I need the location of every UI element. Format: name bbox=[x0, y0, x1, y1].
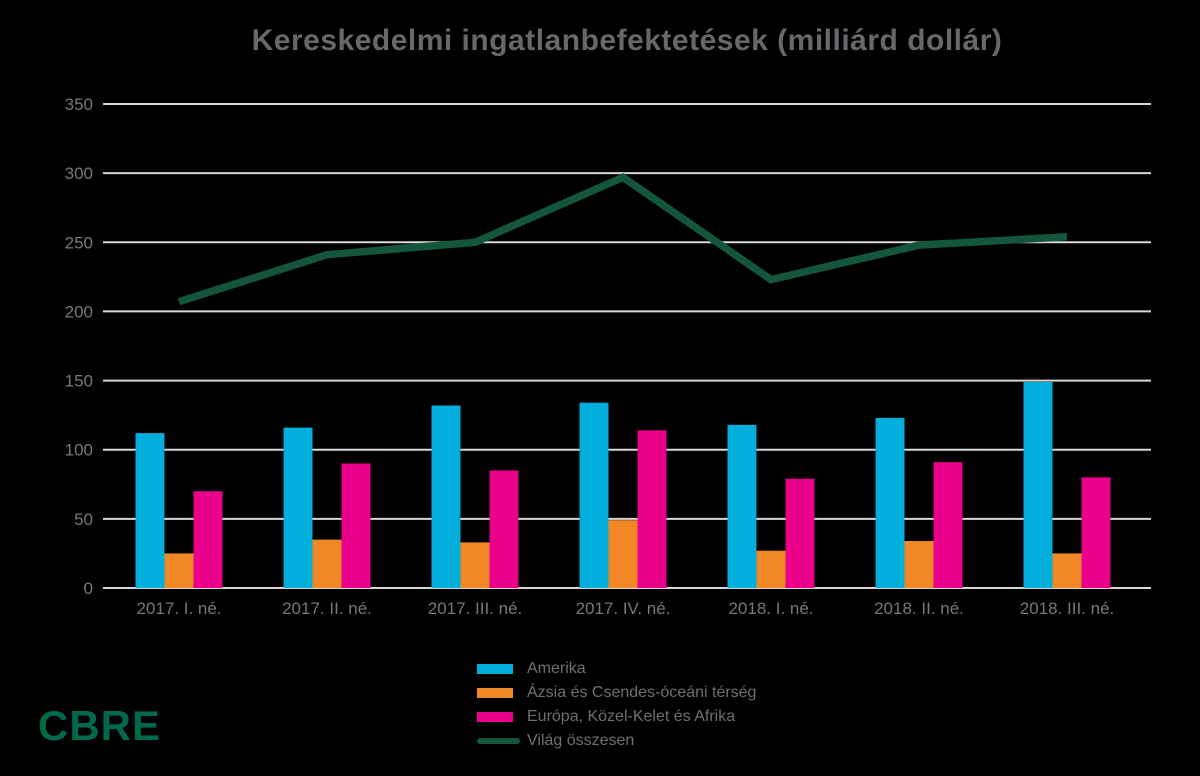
legend-line-swatch-icon bbox=[477, 738, 520, 744]
bar-2-3 bbox=[637, 430, 667, 588]
bar-0-6 bbox=[1023, 382, 1053, 588]
x-tick-label: 2018. III. né. bbox=[1020, 599, 1115, 618]
legend-label: Világ összesen bbox=[527, 732, 635, 749]
legend-item: Világ összesen bbox=[477, 729, 756, 753]
bar-1-3 bbox=[608, 520, 638, 588]
bar-1-0 bbox=[164, 553, 194, 588]
x-tick-label: 2018. I. né. bbox=[728, 599, 813, 618]
bar-0-2 bbox=[431, 405, 461, 588]
bar-1-2 bbox=[460, 542, 490, 588]
bar-0-0 bbox=[135, 433, 165, 588]
x-tick-label: 2017. II. né. bbox=[282, 599, 372, 618]
chart-title: Kereskedelmi ingatlanbefektetések (milli… bbox=[251, 24, 1003, 57]
legend-label: Ázsia és Csendes-óceáni térség bbox=[527, 684, 757, 701]
bar-0-3 bbox=[579, 402, 609, 588]
bar-2-1 bbox=[341, 463, 371, 588]
bar-1-6 bbox=[1052, 553, 1082, 588]
bar-2-6 bbox=[1081, 477, 1111, 588]
bar-0-1 bbox=[283, 427, 313, 588]
y-tick-label: 0 bbox=[84, 579, 93, 598]
bar-0-5 bbox=[875, 417, 905, 588]
legend-label: Európa, Közel-Kelet és Afrika bbox=[527, 708, 736, 725]
y-tick-label: 150 bbox=[65, 372, 93, 391]
y-tick-label: 300 bbox=[65, 164, 93, 183]
legend-bar-swatch-icon bbox=[477, 664, 513, 674]
bar-1-4 bbox=[756, 550, 786, 588]
bar-2-4 bbox=[785, 478, 815, 588]
world-total-line bbox=[177, 173, 1068, 306]
bar-0-4 bbox=[727, 424, 757, 588]
x-tick-label: 2017. III. né. bbox=[428, 599, 523, 618]
cbre-logo: CBRE bbox=[38, 702, 162, 749]
bar-2-2 bbox=[489, 470, 519, 588]
legend-label: Amerika bbox=[527, 660, 586, 677]
y-tick-label: 350 bbox=[65, 95, 93, 114]
x-tick-label: 2017. IV. né. bbox=[576, 599, 671, 618]
legend-item: Európa, Közel-Kelet és Afrika bbox=[477, 705, 756, 729]
bar-1-5 bbox=[904, 541, 934, 588]
bar-2-0 bbox=[193, 491, 223, 588]
legend-bar-swatch-icon bbox=[477, 688, 513, 698]
y-tick-label: 100 bbox=[65, 441, 93, 460]
legend-bar-swatch-icon bbox=[477, 712, 513, 722]
chart-canvas: 0 50 100 150 200 250 300 350 2017. I. né. 2017. I… bbox=[65, 95, 1151, 618]
legend-item: Amerika bbox=[477, 657, 756, 681]
y-tick-label: 50 bbox=[74, 510, 93, 529]
legend-item: Ázsia és Csendes-óceáni térség bbox=[477, 681, 756, 705]
chart-legend: Amerika Ázsia és Csendes-óceáni térség Eur… bbox=[477, 657, 756, 753]
bar-2-5 bbox=[933, 462, 963, 588]
y-tick-label: 200 bbox=[65, 302, 93, 321]
bar-1-1 bbox=[312, 539, 342, 588]
y-tick-label: 250 bbox=[65, 233, 93, 252]
x-tick-label: 2017. I. né. bbox=[136, 599, 221, 618]
x-tick-label: 2018. II. né. bbox=[874, 599, 964, 618]
